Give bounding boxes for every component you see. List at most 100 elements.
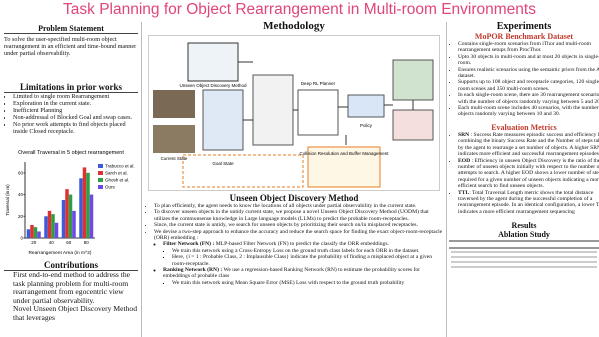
term: EOD: [458, 157, 471, 164]
bullet-list: Filter Network (FN) : MLP-based Filter N…: [154, 241, 443, 286]
bullet-item: Exploration in the current state.: [13, 100, 138, 107]
methodology-section: Methodology: [145, 20, 443, 32]
y-tick-label: 40: [18, 192, 24, 197]
bar: [33, 227, 38, 238]
bullet-item: SRN : Success Rate measures episodic suc…: [458, 132, 599, 158]
x-tick-label: 20: [31, 240, 37, 245]
item-text: : Efficiency in unseen Object Discovery …: [458, 157, 599, 190]
bar: [68, 194, 73, 238]
term: Filter Network (FN) :: [163, 241, 215, 248]
table-row: [451, 261, 597, 264]
bullet-item: In each single-room scene, there are 30 …: [458, 92, 599, 105]
section-heading: Experiments: [496, 21, 552, 32]
item-text: : Success Rate measures episodic success…: [458, 131, 599, 158]
bullet-item: Contains single-room scenarios from iTho…: [458, 41, 599, 54]
bar: [47, 210, 52, 238]
bullet-item: We train this network using Mean Square …: [172, 280, 443, 286]
bullet-item: Inefficient Planning: [13, 107, 138, 114]
figure-label: Unseen Object Discovery Method: [179, 83, 247, 88]
bullet-item: Ranking Network (RN) : We use a regressi…: [163, 267, 443, 286]
bar: [72, 210, 76, 238]
term: Ranking Network (RN) :: [163, 267, 223, 274]
legend-label: Sarch et al.: [105, 171, 128, 176]
x-tick-label: 60: [66, 240, 72, 245]
y-tick-label: 0: [20, 236, 23, 241]
contributions-section: Contributions First end-to-end method to…: [4, 260, 138, 337]
bullet-list: To plan efficiently, the agent needs to …: [145, 203, 443, 286]
bullet-item: We devise a two-step approach to enhance…: [154, 229, 443, 287]
item-text: We train this network using Mean Square …: [172, 279, 405, 286]
y-tick-label: 60: [18, 170, 24, 175]
x-tick-label: 40: [49, 240, 55, 245]
figure-label: Current State: [161, 156, 188, 161]
paragraph: To solve the user-specified multi-room o…: [4, 36, 137, 57]
section-heading: Limitations in prior works: [4, 82, 138, 93]
legend-swatch: [98, 185, 103, 189]
module-box: [307, 146, 381, 188]
bullet-item: Limited to single room Rearrangement: [13, 93, 138, 100]
legend-label: Ghosh et al.: [105, 178, 129, 183]
limitations-section: Limitations in prior works Limited to si…: [4, 82, 138, 135]
item-text: Here, {i = 1 : Probable Class, 2 : Impla…: [172, 254, 433, 267]
bullet-item: No prior work attempts to find objects p…: [13, 121, 138, 135]
bullet-list: We train this network using Mean Square …: [163, 280, 443, 286]
image-block: [153, 90, 195, 118]
x-tick-label: 80: [84, 240, 90, 245]
subsection-heading: Evaluation Metrics: [491, 122, 557, 132]
bullet-item: Supports up to 108 object and receptacle…: [458, 79, 599, 92]
legend-label: Trabucco et al.: [105, 164, 135, 169]
bullet-item: TTL: Total Traversal Length metric shows…: [458, 190, 599, 216]
section-heading: Contributions: [4, 260, 138, 271]
x-axis-label: Rearrangement Area (in m^2): [28, 250, 91, 256]
method-figure: Unseen Object Discovery Method Current St…: [148, 35, 440, 191]
bar: [44, 216, 48, 238]
y-axis-label: Traversal (in m): [5, 184, 10, 216]
bullet-item: Here, {i = 1 : Probable Class, 2 : Impla…: [172, 254, 443, 267]
bullet-item: EOD : Efficiency in unseen Object Discov…: [458, 158, 599, 190]
bar: [26, 229, 31, 238]
figure-label: Deep RL Planner: [301, 81, 336, 86]
bar: [65, 189, 69, 238]
image-block: [153, 125, 195, 153]
bar: [51, 214, 55, 238]
bar: [61, 200, 66, 238]
item-text: We train this network using a Cross-Entr…: [172, 247, 420, 254]
results-table: [449, 240, 599, 269]
bullet-item: To plan efficiently, the agent needs to …: [154, 203, 443, 209]
section-heading: Methodology: [263, 20, 325, 32]
legend-swatch: [98, 178, 103, 182]
bar: [79, 178, 83, 238]
bar: [86, 172, 90, 238]
network-block: [347, 94, 385, 118]
bar: [30, 224, 34, 238]
network-block: [297, 89, 339, 136]
legend-label: Ours: [105, 185, 116, 190]
subsection-heading: Ablation Study: [498, 230, 550, 240]
image-block: [252, 74, 294, 146]
term: SRN: [458, 131, 470, 138]
item-text: We use a regression-based Ranking Networ…: [163, 267, 421, 280]
bullet-list: Contains single-room scenarios from iTho…: [449, 41, 599, 118]
chart-title: Overall Traversal in 5 object rearrangem…: [18, 150, 124, 156]
figure-label: Policy: [360, 123, 373, 128]
image-block: [187, 42, 239, 82]
bar: [54, 222, 59, 238]
bar: [82, 167, 87, 238]
uodm-section: Unseen Object Discovery Method To plan e…: [145, 193, 443, 337]
bullet-item: We train this network using a Cross-Entr…: [172, 248, 443, 254]
bullet-item: Ensures realistic scenarios using the se…: [458, 67, 599, 80]
bullet-item: Upto 30 objects in multi-room and at mos…: [458, 54, 599, 67]
bullet-item: To discover unseen objects in the untidy…: [154, 209, 443, 222]
term: TTL: [458, 189, 470, 196]
module-box: [182, 154, 304, 188]
bar: [89, 194, 94, 238]
item-text: Since, the current state is untidy, we s…: [154, 222, 419, 229]
bullet-list: First end-to-end method to address the t…: [4, 270, 138, 323]
image-block: [202, 89, 244, 151]
y-tick-label: 20: [18, 214, 24, 219]
table-row: [451, 251, 597, 254]
bullet-list: SRN : Success Rate measures episodic suc…: [449, 132, 599, 215]
item-text: We devise a two-step approach to enhance…: [154, 228, 443, 242]
section-heading: Unseen Object Discovery Method: [229, 193, 359, 203]
